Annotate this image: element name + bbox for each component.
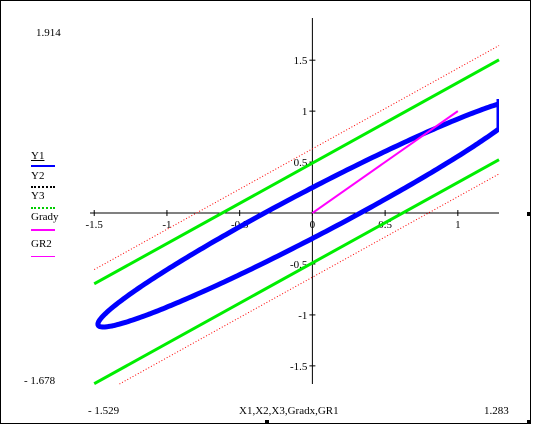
y-tick-label: 1	[302, 106, 308, 118]
x-tick-label: 0	[310, 219, 316, 231]
series-y3-line	[93, 158, 500, 386]
series-y2-line	[93, 45, 500, 271]
legend-label-y2[interactable]: Y2	[31, 170, 45, 182]
resize-handle-corner[interactable]	[527, 420, 531, 424]
legend-label-grady[interactable]: Grady	[31, 211, 59, 223]
plot-area: -1.5 -1 -0.5 0 0.5 1-1.5-1-0.50.511.5	[86, 18, 500, 386]
series-grady-line	[311, 110, 459, 214]
x-tick-label: -1	[162, 219, 171, 231]
x-tick-label: -1.5	[86, 219, 104, 231]
legend-swatch-y3	[31, 207, 55, 209]
legend-label-gr2[interactable]: GR2	[31, 238, 52, 250]
series-y2-line	[119, 173, 500, 385]
legend-label-y3[interactable]: Y3	[31, 190, 45, 202]
y-tick-label: -1	[298, 310, 307, 322]
x-max-label: 1.283	[484, 405, 509, 417]
series-y1-ellipse	[95, 99, 499, 330]
resize-handle-right[interactable]	[527, 212, 531, 216]
legend-swatch-gr2	[31, 256, 55, 257]
legend-label-y1[interactable]: Y1	[31, 150, 45, 162]
legend-swatch-grady	[31, 229, 55, 231]
legend-swatch-y2	[31, 186, 55, 188]
series-y3-line	[93, 58, 500, 286]
x-min-label: - 1.529	[88, 405, 120, 417]
y-tick-label: -1.5	[290, 361, 308, 373]
x-axis-title: X1,X2,X3,Gradx,GR1	[239, 405, 339, 417]
y-tick-label: 1.5	[294, 55, 308, 67]
y-min-label: - 1.678	[24, 375, 56, 387]
legend-swatch-y1	[31, 165, 55, 167]
x-tick-label: 1	[455, 219, 461, 231]
y-max-label: 1.914	[36, 27, 61, 39]
resize-handle-bottom[interactable]	[265, 420, 269, 424]
